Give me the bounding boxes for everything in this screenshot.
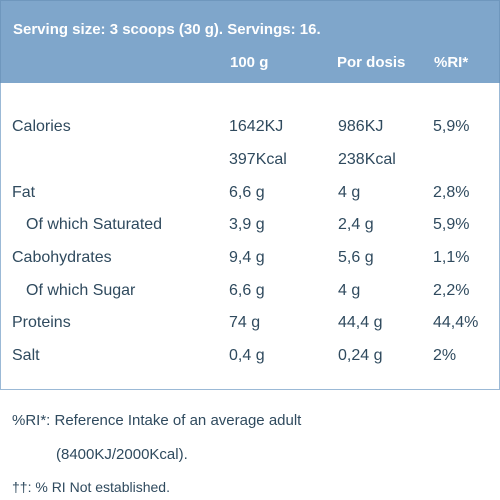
footer-divider [0,389,500,390]
row-label-proteins: Proteins [12,314,71,331]
cell-kcal-100g: 397Kcal [229,151,287,168]
cell-saturated-dose: 2,4 g [338,216,374,233]
table-header: Serving size: 3 scoops (30 g). Servings:… [0,0,500,83]
row-label-salt: Salt [12,347,40,364]
cell-calories-ri: 5,9% [433,118,470,135]
footnote-ri-definition: %RI*: Reference Intake of an average adu… [12,412,302,429]
cell-salt-dose: 0,24 g [338,347,383,364]
cell-calories-100g: 1642KJ [229,118,284,135]
cell-fat-ri: 2,8% [433,184,470,201]
row-label-fat: Fat [12,184,36,201]
cell-carbohydrates-dose: 5,6 g [338,249,374,266]
cell-calories-dose: 986KJ [338,118,384,135]
column-header-ri: %RI* [434,54,469,71]
cell-fat-100g: 6,6 g [229,184,265,201]
cell-proteins-ri: 44,4% [433,314,479,331]
cell-sugar-ri: 2,2% [433,282,470,299]
cell-salt-ri: 2% [433,347,457,364]
cell-proteins-100g: 74 g [229,314,261,331]
serving-info: Serving size: 3 scoops (30 g). Servings:… [13,21,321,38]
column-header-per-dose: Por dosis [337,54,406,71]
cell-proteins-dose: 44,4 g [338,314,383,331]
cell-carbohydrates-ri: 1,1% [433,249,470,266]
cell-fat-dose: 4 g [338,184,361,201]
row-label-sugar: Of which Sugar [26,282,136,299]
cell-salt-100g: 0,4 g [229,347,265,364]
cell-kcal-dose: 238Kcal [338,151,396,168]
cell-saturated-ri: 5,9% [433,216,470,233]
cell-carbohydrates-100g: 9,4 g [229,249,265,266]
footnote-not-established: ††: % RI Not established. [12,479,170,495]
cell-sugar-dose: 4 g [338,282,361,299]
column-header-100g: 100 g [230,54,269,71]
row-label-carbohydrates: Cabohydrates [12,249,112,266]
cell-saturated-100g: 3,9 g [229,216,265,233]
row-label-saturated: Of which Saturated [26,216,163,233]
row-label-calories: Calories [12,118,71,135]
cell-sugar-100g: 6,6 g [229,282,265,299]
footnote-ri-values: (8400KJ/2000Kcal). [56,446,188,463]
